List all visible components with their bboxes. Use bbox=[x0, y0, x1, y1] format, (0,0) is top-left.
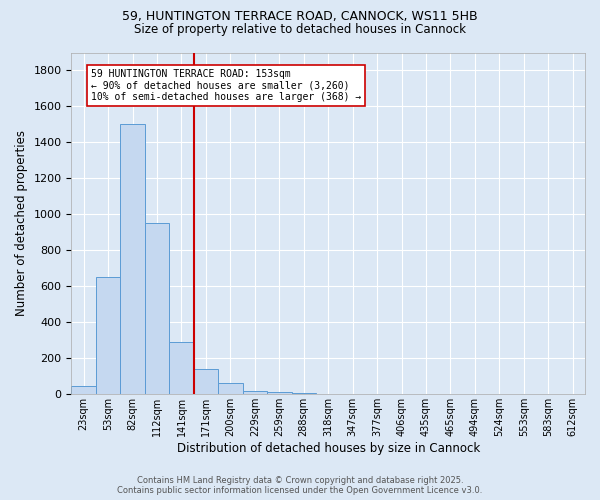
Bar bbox=[242, 390, 267, 394]
Bar bbox=[96, 278, 121, 394]
Text: Size of property relative to detached houses in Cannock: Size of property relative to detached ho… bbox=[134, 22, 466, 36]
Y-axis label: Number of detached properties: Number of detached properties bbox=[15, 130, 28, 316]
Text: 59, HUNTINGTON TERRACE ROAD, CANNOCK, WS11 5HB: 59, HUNTINGTON TERRACE ROAD, CANNOCK, WS… bbox=[122, 10, 478, 23]
Bar bbox=[121, 124, 145, 394]
Bar bbox=[267, 392, 292, 394]
Bar bbox=[194, 369, 218, 394]
Bar bbox=[218, 382, 242, 394]
Bar bbox=[71, 386, 96, 394]
Text: 59 HUNTINGTON TERRACE ROAD: 153sqm
← 90% of detached houses are smaller (3,260)
: 59 HUNTINGTON TERRACE ROAD: 153sqm ← 90%… bbox=[91, 68, 361, 102]
X-axis label: Distribution of detached houses by size in Cannock: Distribution of detached houses by size … bbox=[176, 442, 480, 455]
Bar bbox=[169, 342, 194, 394]
Bar bbox=[145, 224, 169, 394]
Text: Contains HM Land Registry data © Crown copyright and database right 2025.
Contai: Contains HM Land Registry data © Crown c… bbox=[118, 476, 482, 495]
